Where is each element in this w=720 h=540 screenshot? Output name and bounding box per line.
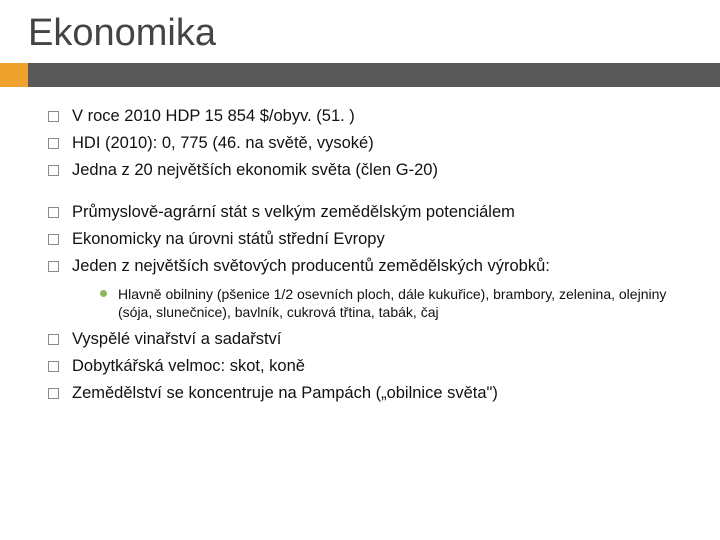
list-item: Jedna z 20 největších ekonomik světa (čl… xyxy=(48,159,692,183)
list-item: Dobytkářská velmoc: skot, koně xyxy=(48,355,692,379)
title-area: Ekonomika xyxy=(0,0,720,63)
sub-list-item-text: Hlavně obilniny (pšenice 1/2 osevních pl… xyxy=(118,286,666,321)
list-item: Ekonomicky na úrovni států střední Evrop… xyxy=(48,228,692,252)
list-item-text: Dobytkářská velmoc: skot, koně xyxy=(72,357,305,375)
list-item-text: HDI (2010): 0, 775 (46. na světě, vysoké… xyxy=(72,134,374,152)
sub-list-item: Hlavně obilniny (pšenice 1/2 osevních pl… xyxy=(98,285,692,323)
bullet-group: V roce 2010 HDP 15 854 $/obyv. (51. ) HD… xyxy=(48,105,692,183)
sub-bullet-list: Hlavně obilniny (pšenice 1/2 osevních pl… xyxy=(98,285,692,323)
list-item: Zemědělství se koncentruje na Pampách („… xyxy=(48,382,692,406)
list-item-text: Vyspělé vinařství a sadařství xyxy=(72,330,281,348)
slide-title: Ekonomika xyxy=(28,12,720,55)
list-item-text: Zemědělství se koncentruje na Pampách („… xyxy=(72,384,498,402)
bullet-group: Průmyslově-agrární stát s velkým zeměděl… xyxy=(48,201,692,406)
list-item: V roce 2010 HDP 15 854 $/obyv. (51. ) xyxy=(48,105,692,129)
bullet-list: Průmyslově-agrární stát s velkým zeměděl… xyxy=(48,201,692,406)
list-item-text: Jeden z největších světových producentů … xyxy=(72,257,550,275)
list-item-text: Průmyslově-agrární stát s velkým zeměděl… xyxy=(72,203,515,221)
accent-block xyxy=(0,63,28,87)
list-item-text: Ekonomicky na úrovni států střední Evrop… xyxy=(72,230,385,248)
accent-bar xyxy=(0,63,720,87)
bullet-list: V roce 2010 HDP 15 854 $/obyv. (51. ) HD… xyxy=(48,105,692,183)
content-area: V roce 2010 HDP 15 854 $/obyv. (51. ) HD… xyxy=(0,87,720,406)
list-item: Jeden z největších světových producentů … xyxy=(48,255,692,323)
list-item: Průmyslově-agrární stát s velkým zeměděl… xyxy=(48,201,692,225)
list-item: Vyspělé vinařství a sadařství xyxy=(48,328,692,352)
list-item-text: Jedna z 20 největších ekonomik světa (čl… xyxy=(72,161,438,179)
list-item: HDI (2010): 0, 775 (46. na světě, vysoké… xyxy=(48,132,692,156)
list-item-text: V roce 2010 HDP 15 854 $/obyv. (51. ) xyxy=(72,107,355,125)
